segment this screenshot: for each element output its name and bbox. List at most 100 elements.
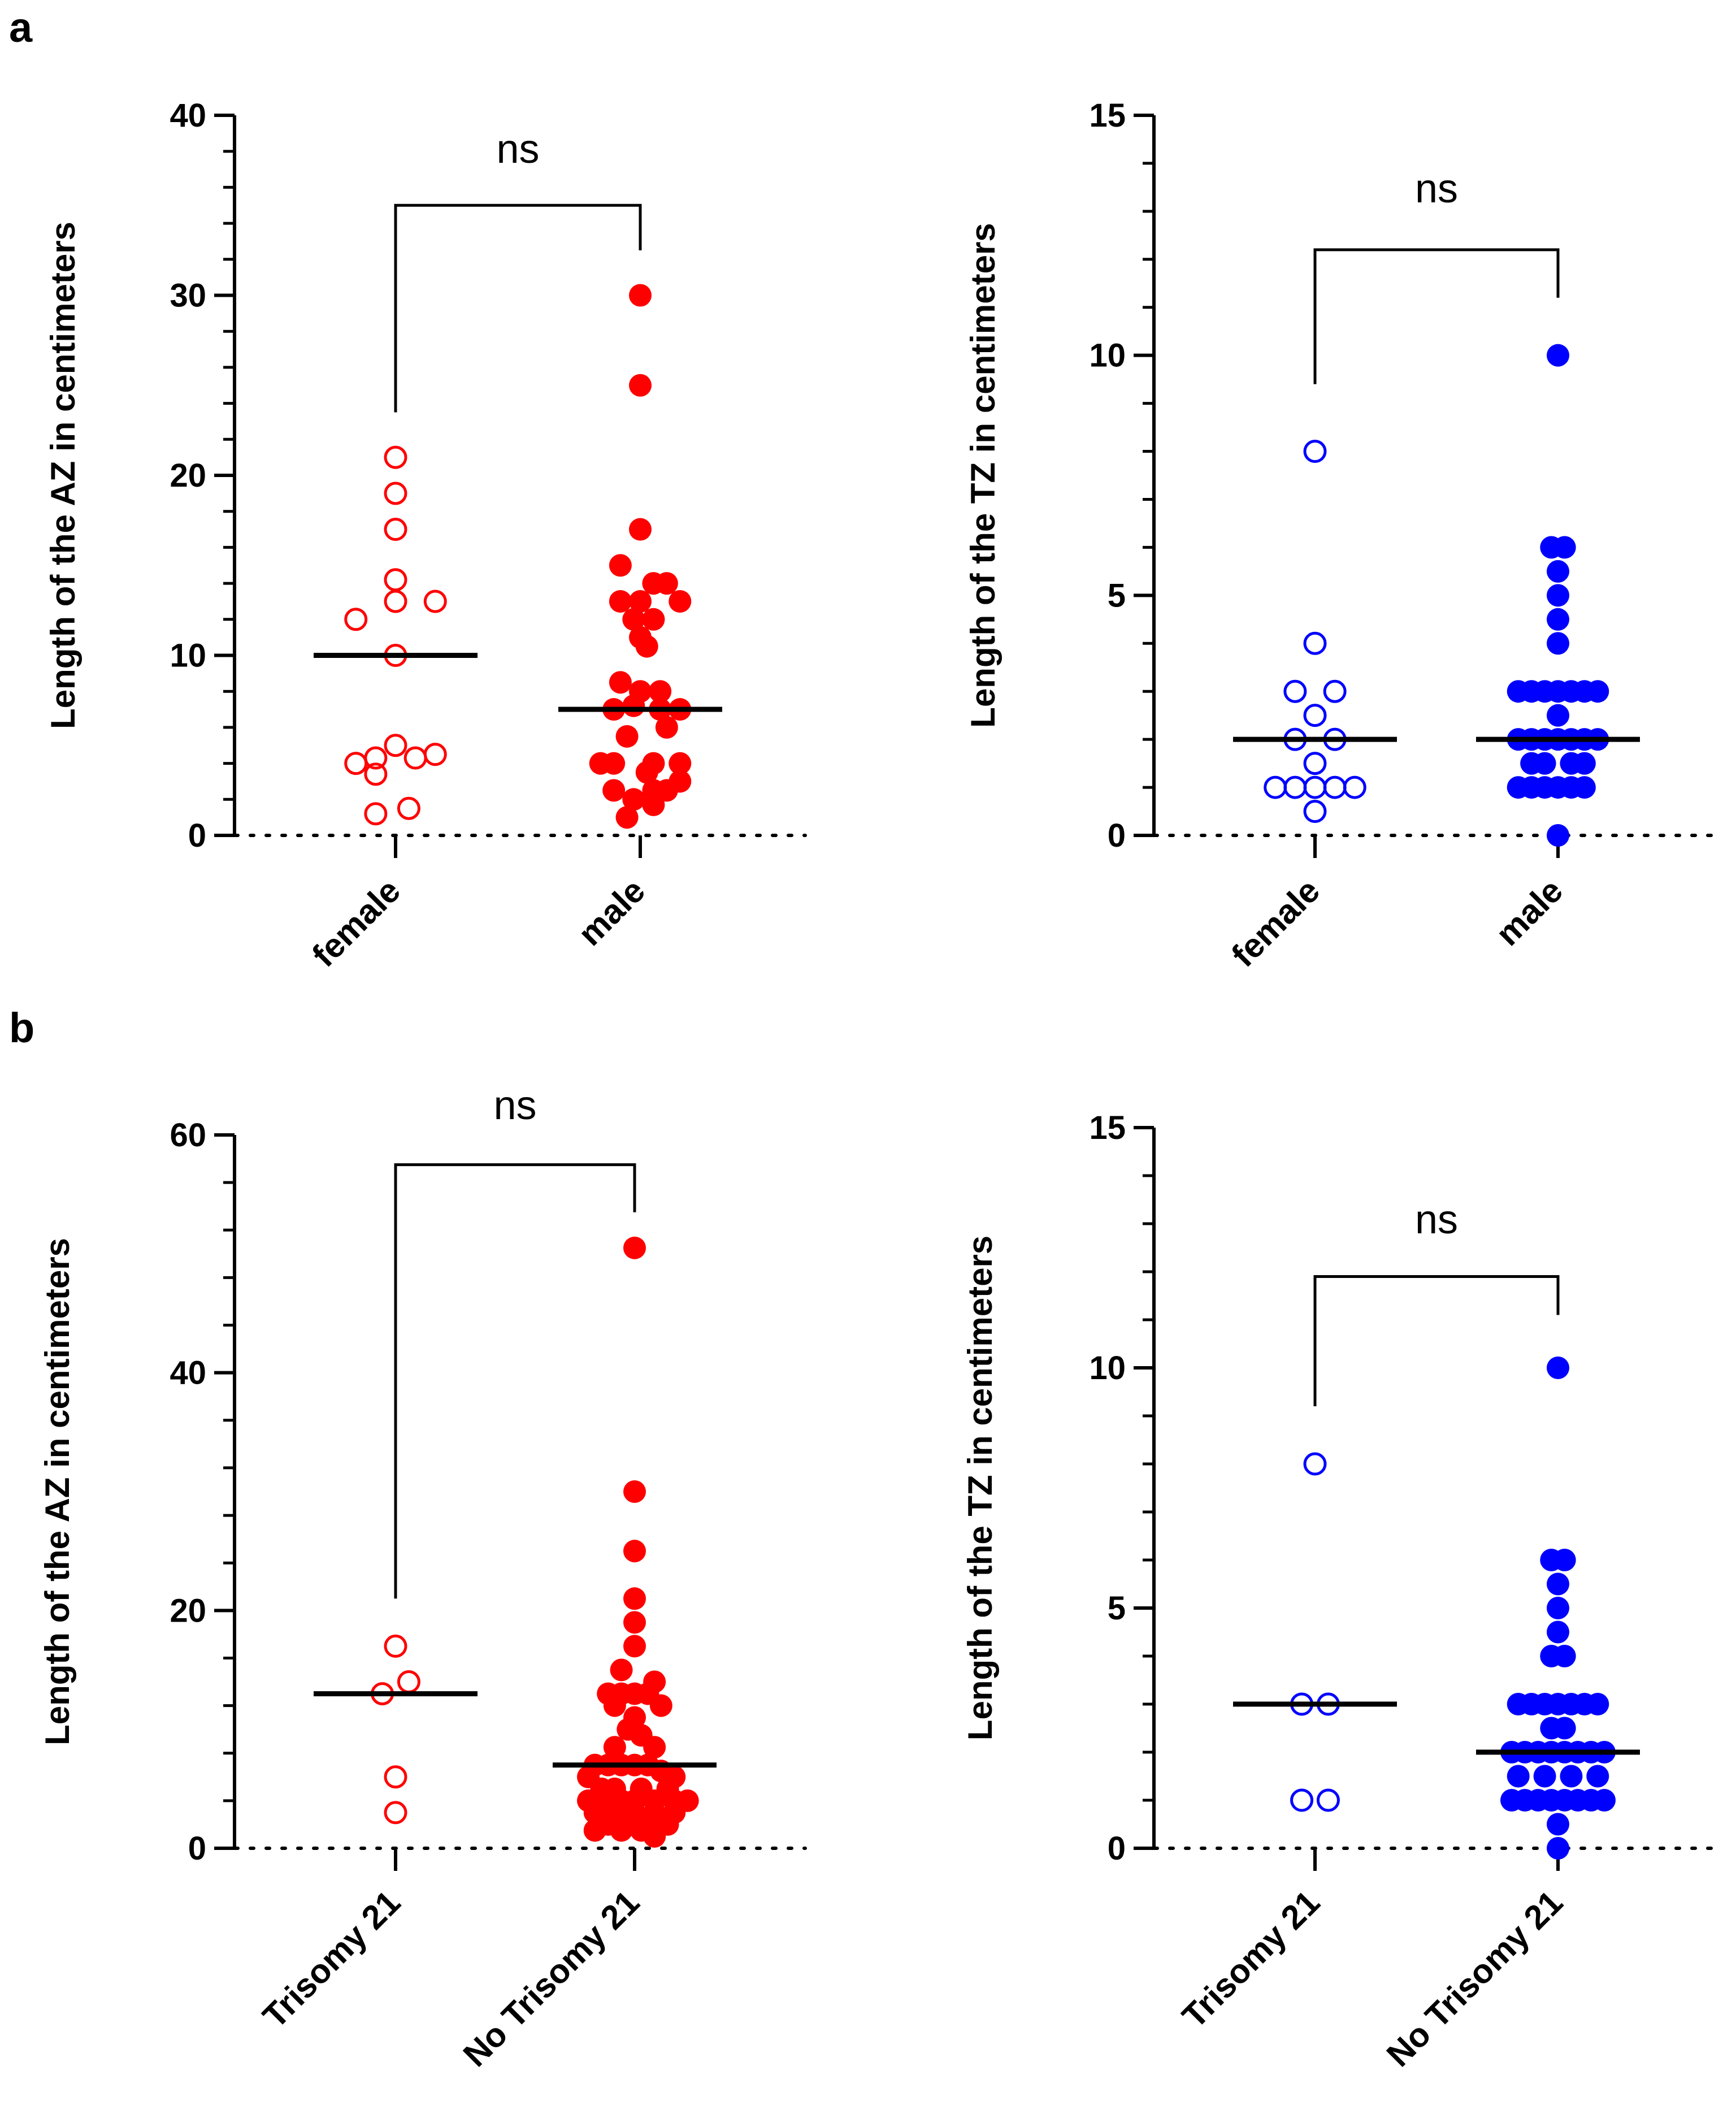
- significance-label: ns: [1415, 166, 1458, 211]
- significance-label: ns: [493, 1083, 536, 1128]
- data-point: [629, 374, 652, 397]
- data-point: [1303, 800, 1327, 824]
- y-tick-label: 15: [1089, 97, 1126, 134]
- data-point: [384, 482, 407, 505]
- x-category-label: No Trisomy 21: [1379, 1883, 1570, 2074]
- data-point: [1547, 584, 1569, 607]
- significance-bracket: [394, 203, 642, 413]
- data-point: [403, 746, 427, 770]
- x-category-label: Trisomy 21: [1175, 1883, 1327, 2035]
- data-point: [397, 796, 420, 820]
- y-tick-label: 0: [1108, 1830, 1126, 1867]
- y-axis-title: Length of the AZ in centimeters: [38, 1238, 76, 1745]
- data-point: [1547, 1837, 1569, 1860]
- data-point: [344, 752, 368, 775]
- data-point: [384, 1634, 407, 1658]
- chart-tz-trisomy: 0 5 10 15 Length of the TZ in centimeters Tri…: [961, 1110, 1720, 2074]
- data-point: [622, 788, 645, 811]
- data-point: [622, 694, 645, 717]
- significance-bracket: [394, 1163, 636, 1599]
- data-point: [1290, 1788, 1314, 1812]
- data-point: [643, 1736, 666, 1759]
- data-point: [1547, 344, 1569, 367]
- data-point: [602, 779, 626, 802]
- data-point: [1547, 1620, 1569, 1644]
- x-category-label: female: [1224, 872, 1327, 974]
- data-point: [655, 779, 678, 802]
- data-point: [635, 761, 658, 784]
- data-point: [623, 1480, 646, 1503]
- significance-bracket: [1313, 1275, 1560, 1406]
- data-point: [629, 590, 652, 613]
- data-point: [642, 608, 665, 631]
- data-point: [602, 752, 626, 775]
- x-category-label: Trisomy 21: [255, 1883, 407, 2035]
- data-point: [635, 635, 658, 658]
- data-point: [603, 1736, 626, 1759]
- data-point: [642, 793, 665, 816]
- data-point: [1323, 679, 1347, 703]
- data-point: [622, 608, 645, 631]
- data-point: [629, 284, 652, 307]
- y-axis-title: Length of the AZ in centimeters: [44, 222, 82, 729]
- significance-bracket: [1313, 248, 1560, 384]
- y-tick-label: 5: [1108, 577, 1126, 614]
- data-point: [1547, 1572, 1569, 1596]
- significance-label: ns: [1415, 1197, 1458, 1242]
- y-tick-label: 20: [170, 457, 206, 494]
- data-point: [643, 1825, 666, 1848]
- data-point: [1553, 1645, 1576, 1667]
- chart-az-trisomy: 0 20 40 60 Length of the AZ in centimeters Tr…: [38, 1083, 807, 2074]
- data-point: [1283, 679, 1307, 703]
- chart-az-sex: 0 10 20 30 40 Length of the AZ in centimeters…: [44, 97, 807, 974]
- x-category-label: male: [1488, 872, 1570, 953]
- data-point: [1547, 560, 1569, 583]
- y-axis-title: Length of the TZ in centimeters: [964, 223, 1002, 727]
- data-point: [384, 568, 407, 592]
- data-point: [1586, 680, 1609, 703]
- data-point: [1303, 1452, 1327, 1476]
- data-point: [1573, 752, 1596, 775]
- data-point: [1533, 752, 1556, 775]
- data-point: [1343, 775, 1366, 799]
- data-point: [623, 1635, 646, 1658]
- data-point: [610, 1658, 633, 1682]
- data-point: [615, 725, 639, 748]
- y-tick-label: 0: [188, 1830, 206, 1867]
- panel-label-b: b: [9, 1004, 34, 1051]
- data-point: [1586, 1693, 1609, 1715]
- data-point: [364, 762, 388, 786]
- data-point: [384, 1765, 407, 1789]
- data-point: [1553, 536, 1576, 559]
- data-point: [1303, 704, 1327, 727]
- data-point: [1586, 1765, 1609, 1788]
- data-point: [1547, 704, 1569, 727]
- y-tick-label: 0: [188, 817, 206, 854]
- y-tick-label: 20: [170, 1592, 206, 1629]
- y-tick-label: 5: [1108, 1590, 1126, 1627]
- y-tick-label: 10: [170, 638, 206, 674]
- x-category-label: No Trisomy 21: [456, 1883, 646, 2074]
- data-point: [1303, 775, 1327, 799]
- significance-label: ns: [496, 127, 539, 172]
- data-point: [1573, 776, 1596, 799]
- data-point: [1303, 631, 1327, 655]
- data-point: [1507, 1765, 1530, 1788]
- y-axis-title: Length of the TZ in centimeters: [961, 1236, 999, 1740]
- data-point: [1553, 1549, 1576, 1571]
- data-point: [384, 590, 407, 613]
- data-point: [1316, 1788, 1340, 1812]
- data-point: [344, 608, 368, 631]
- data-point: [384, 445, 407, 469]
- data-point: [655, 716, 678, 739]
- data-point: [669, 590, 692, 613]
- data-point: [583, 1819, 606, 1842]
- data-point: [1547, 1813, 1569, 1836]
- data-point: [1547, 1357, 1569, 1379]
- data-point: [603, 1694, 626, 1717]
- data-point: [1303, 440, 1327, 463]
- data-point: [384, 734, 407, 757]
- data-point: [609, 671, 632, 694]
- data-point: [649, 680, 672, 703]
